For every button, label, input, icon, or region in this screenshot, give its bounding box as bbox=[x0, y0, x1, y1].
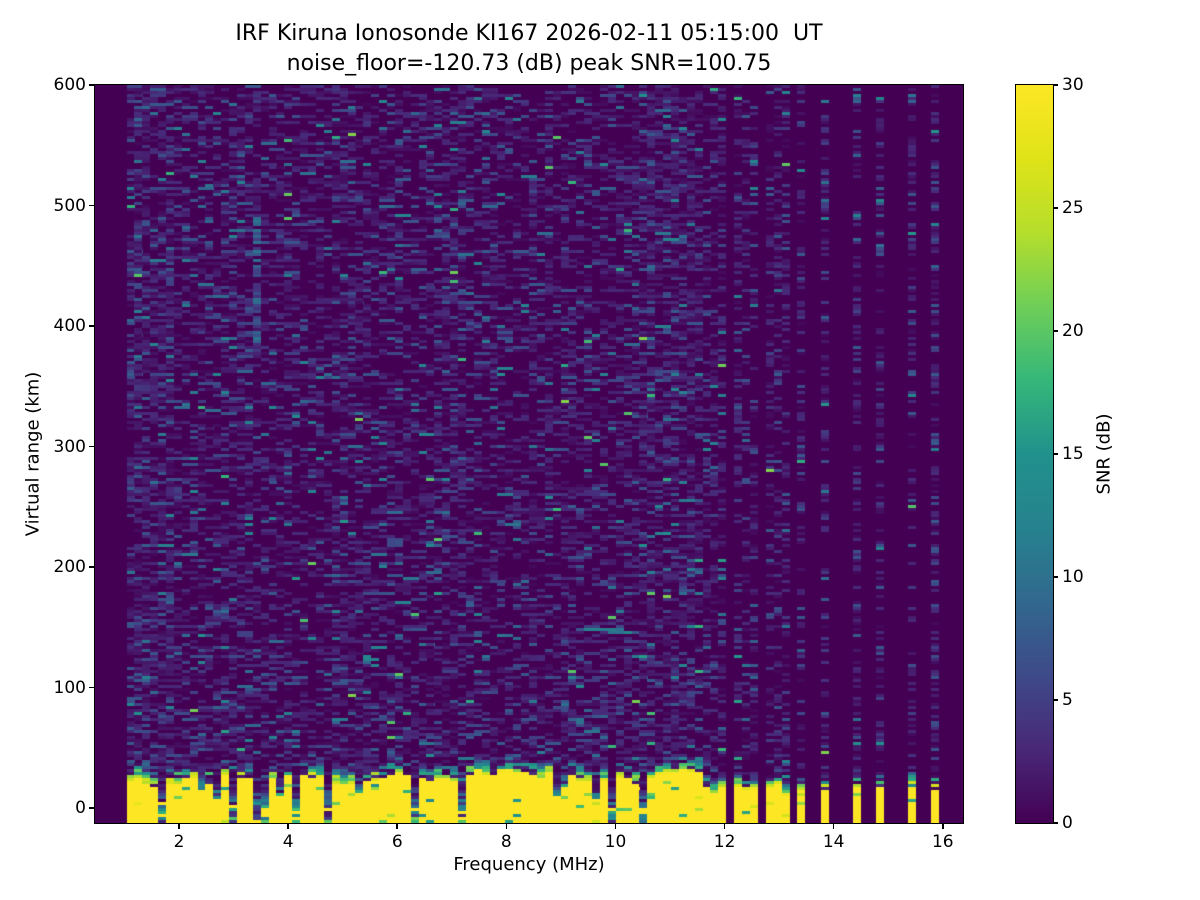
colorbar-tick bbox=[1054, 576, 1058, 578]
x-axis-tick-label: 16 bbox=[931, 832, 954, 852]
plot-frame bbox=[94, 84, 964, 824]
colorbar-tick bbox=[1054, 453, 1058, 455]
colorbar-tick-label: 10 bbox=[1062, 567, 1084, 587]
y-axis-tick-label: 300 bbox=[53, 436, 86, 457]
colorbar-tick-label: 25 bbox=[1062, 198, 1084, 218]
colorbar-tick-label: 20 bbox=[1062, 321, 1084, 341]
plot-subtitle: noise_floor=-120.73 (dB) peak SNR=100.75 bbox=[286, 51, 772, 76]
x-axis-tick bbox=[505, 824, 508, 829]
colorbar-tick bbox=[1054, 699, 1058, 701]
x-axis-tick-label: 6 bbox=[391, 832, 403, 852]
colorbar-tick bbox=[1054, 822, 1058, 824]
x-axis-tick bbox=[396, 824, 399, 829]
colorbar-tick bbox=[1054, 330, 1058, 332]
colorbar-tick-label: 5 bbox=[1062, 690, 1073, 710]
x-axis-tick bbox=[287, 824, 289, 829]
x-axis-tick-label: 8 bbox=[500, 832, 512, 852]
x-axis-tick-label: 2 bbox=[173, 832, 185, 852]
colorbar-tick bbox=[1054, 84, 1058, 86]
x-axis-tick-label: 12 bbox=[713, 832, 736, 852]
y-axis-tick-label: 100 bbox=[53, 677, 86, 698]
x-axis-tick bbox=[614, 824, 617, 829]
x-axis-tick bbox=[178, 824, 180, 829]
y-axis-tick bbox=[89, 566, 94, 568]
y-axis-tick-label: 600 bbox=[53, 75, 86, 95]
x-axis-tick-label: 10 bbox=[604, 832, 627, 852]
y-axis-tick bbox=[89, 325, 94, 327]
y-axis-tick-label: 500 bbox=[53, 195, 86, 216]
y-axis-tick bbox=[89, 445, 94, 448]
y-axis-tick bbox=[89, 84, 94, 86]
x-axis-tick bbox=[832, 824, 835, 829]
y-axis-tick-label: 200 bbox=[53, 557, 86, 578]
y-axis-tick bbox=[89, 686, 94, 689]
y-axis-tick bbox=[89, 807, 94, 809]
y-axis-label: Virtual range (km) bbox=[22, 371, 44, 537]
colorbar-gradient bbox=[1015, 84, 1054, 824]
y-axis-tick-label: 400 bbox=[53, 316, 86, 337]
plot-title: IRF Kiruna Ionosonde KI167 2026-02-11 05… bbox=[235, 21, 823, 46]
y-axis-tick bbox=[89, 204, 94, 207]
x-axis-label: Frequency (MHz) bbox=[453, 854, 605, 875]
ionogram-heatmap bbox=[95, 85, 963, 823]
colorbar-tick-label: 0 bbox=[1062, 813, 1073, 833]
x-axis-tick-label: 14 bbox=[822, 832, 845, 852]
colorbar-tick-label: 30 bbox=[1062, 75, 1084, 95]
colorbar-tick bbox=[1054, 207, 1058, 209]
x-axis-tick bbox=[723, 824, 726, 829]
x-axis-tick-label: 4 bbox=[282, 832, 294, 852]
x-axis-tick bbox=[942, 824, 944, 829]
colorbar-tick-label: 15 bbox=[1062, 444, 1084, 464]
y-axis-tick-label: 0 bbox=[75, 798, 86, 819]
colorbar-label: SNR (dB) bbox=[1093, 413, 1115, 495]
